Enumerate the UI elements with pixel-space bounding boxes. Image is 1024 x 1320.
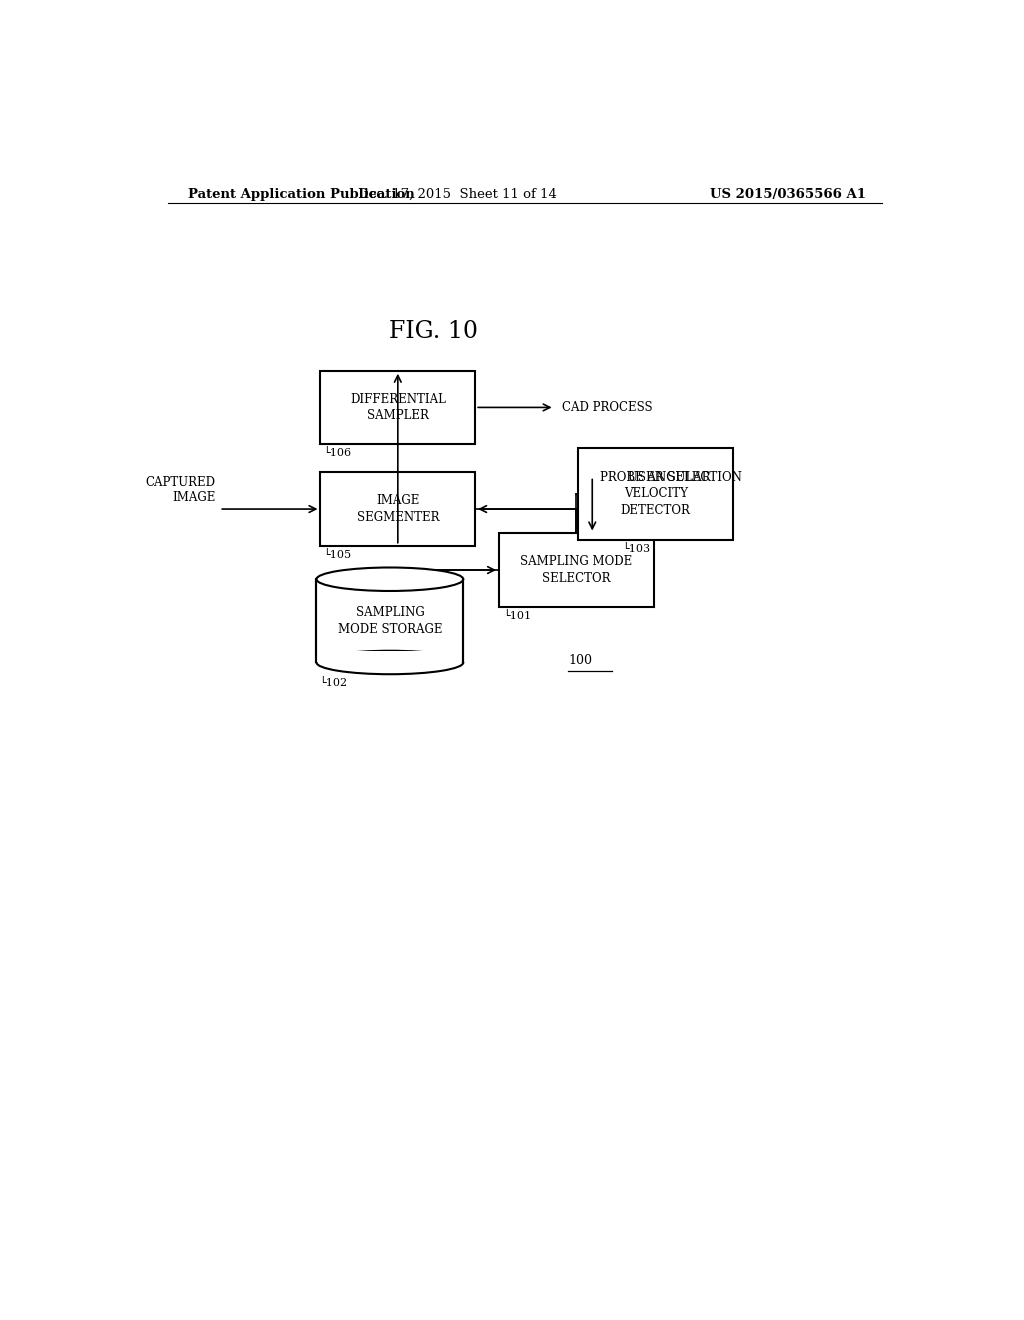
Text: └103: └103: [622, 544, 650, 553]
Text: └102: └102: [318, 678, 347, 688]
Text: US 2015/0365566 A1: US 2015/0365566 A1: [710, 187, 866, 201]
Text: DIFFERENTIAL
SAMPLER: DIFFERENTIAL SAMPLER: [350, 392, 445, 422]
Text: CAD PROCESS: CAD PROCESS: [562, 401, 653, 414]
Text: FIG. 10: FIG. 10: [389, 319, 478, 343]
Text: └106: └106: [323, 447, 351, 458]
Text: PROBE ANGULAR
VELOCITY
DETECTOR: PROBE ANGULAR VELOCITY DETECTOR: [600, 471, 711, 517]
Bar: [321, 473, 475, 545]
Text: Dec. 17, 2015  Sheet 11 of 14: Dec. 17, 2015 Sheet 11 of 14: [358, 187, 557, 201]
Bar: [316, 579, 463, 663]
Text: 100: 100: [568, 653, 593, 667]
Ellipse shape: [316, 568, 463, 591]
Text: IMAGE
SEGMENTER: IMAGE SEGMENTER: [356, 494, 439, 524]
Text: SAMPLING MODE
SELECTOR: SAMPLING MODE SELECTOR: [520, 556, 633, 585]
Ellipse shape: [316, 651, 463, 675]
Bar: [321, 371, 475, 444]
Text: └101: └101: [503, 611, 531, 620]
Bar: [499, 533, 653, 607]
Text: USER SELECTION: USER SELECTION: [628, 471, 741, 484]
Text: SAMPLING
MODE STORAGE: SAMPLING MODE STORAGE: [338, 606, 442, 636]
Bar: [315, 651, 465, 663]
Text: └105: └105: [323, 549, 351, 560]
Text: CAPTURED
IMAGE: CAPTURED IMAGE: [145, 477, 215, 504]
Bar: [579, 447, 733, 540]
Text: Patent Application Publication: Patent Application Publication: [187, 187, 415, 201]
